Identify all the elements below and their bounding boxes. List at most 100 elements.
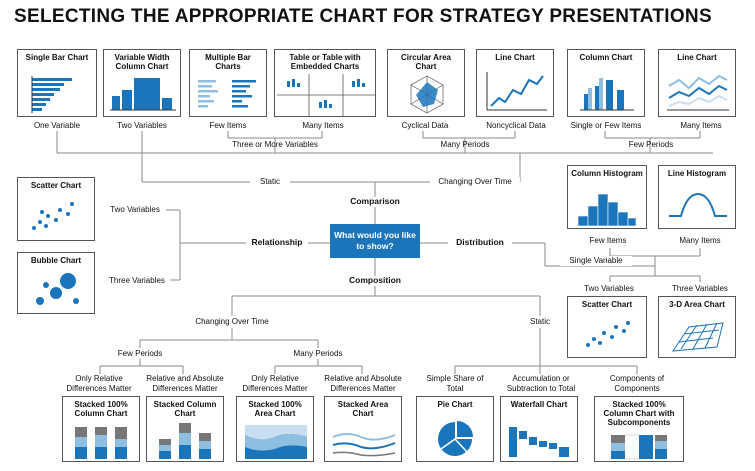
stacked-100-area-chart-title: Stacked 100% Area Chart bbox=[248, 400, 302, 418]
column-chart-icon bbox=[580, 78, 634, 111]
table-chart-icon bbox=[277, 74, 375, 116]
single-bar-chart-title: Single Bar Chart bbox=[25, 53, 89, 62]
label-single-or-few-items: Single or Few Items bbox=[570, 121, 642, 130]
stacked-column-chart-icon bbox=[159, 423, 211, 459]
bubble-chart-box: Bubble Chart bbox=[17, 252, 95, 314]
single-bar-chart-icon bbox=[31, 76, 72, 113]
label-single-variable: Single Variable bbox=[560, 256, 632, 266]
line-chart-2-box: Line Chart bbox=[658, 49, 736, 117]
waterfall-chart-title: Waterfall Chart bbox=[510, 400, 568, 409]
pie-chart-icon bbox=[438, 421, 473, 456]
label-relative-absolute-2: Relative and Absolute Differences Matter bbox=[324, 374, 402, 393]
label-dist-few-items: Few Items bbox=[589, 236, 627, 245]
stacked-area-chart-icon bbox=[332, 433, 396, 457]
label-few-periods: Few Periods bbox=[628, 140, 674, 149]
line-chart-2-icon bbox=[667, 74, 729, 111]
label-many-items-2: Many Items bbox=[680, 121, 722, 130]
label-comp-many-periods: Many Periods bbox=[280, 349, 356, 359]
label-noncyclical-data: Noncyclical Data bbox=[486, 121, 546, 130]
variable-width-column-chart-title: Variable Width Column Chart bbox=[114, 53, 170, 71]
label-one-variable: One Variable bbox=[33, 121, 81, 130]
label-changing-over-time: Changing Over Time bbox=[430, 177, 520, 187]
line-histogram-title: Line Histogram bbox=[667, 169, 727, 178]
multiple-bar-charts-title: Multiple Bar Charts bbox=[205, 53, 251, 71]
label-many-items: Many Items bbox=[302, 121, 344, 130]
stacked-100-area-chart-icon bbox=[245, 425, 307, 459]
stacked-column-chart-box: Stacked Column Chart bbox=[146, 396, 224, 462]
scatter-chart-2-box: Scatter Chart bbox=[567, 296, 647, 358]
scatter-chart-2-icon bbox=[586, 321, 630, 347]
label-dist-two-variables: Two Variables bbox=[584, 284, 634, 293]
label-comp-static: Static bbox=[520, 317, 560, 327]
label-dist-many-items: Many Items bbox=[679, 236, 721, 245]
column-chart-title: Column Chart bbox=[579, 53, 633, 62]
stacked-100-column-with-subcomponents-box: Stacked 100% Column Chart with Subcompon… bbox=[594, 396, 684, 462]
area-3d-chart-icon bbox=[672, 322, 724, 352]
label-simple-share: Simple Share of Total bbox=[426, 374, 484, 393]
stacked-100-column-with-subcomponents-icon bbox=[611, 434, 667, 460]
scatter-chart-1-box: Scatter Chart bbox=[17, 177, 95, 241]
column-chart-box: Column Chart bbox=[567, 49, 645, 117]
pie-chart-box: Pie Chart bbox=[416, 396, 494, 462]
category-composition: Composition bbox=[340, 275, 410, 286]
variable-width-column-chart-box: Variable Width Column Chart bbox=[103, 49, 181, 117]
table-chart-box: Table or Table with Embedded Charts bbox=[274, 49, 376, 117]
stacked-area-chart-box: Stacked Area Chart bbox=[324, 396, 402, 462]
waterfall-chart-box: Waterfall Chart bbox=[500, 396, 578, 462]
table-chart-title: Table or Table with Embedded Charts bbox=[289, 53, 361, 71]
circular-area-chart-icon bbox=[410, 75, 444, 114]
stacked-area-chart-title: Stacked Area Chart bbox=[337, 400, 389, 418]
label-relative-absolute-1: Relative and Absolute Differences Matter bbox=[146, 374, 224, 393]
circular-area-chart-title: Circular Area Chart bbox=[401, 53, 451, 71]
label-three-or-more-variables: Three or More Variables bbox=[232, 140, 318, 149]
pie-chart-title: Pie Chart bbox=[437, 400, 473, 409]
label-only-relative-1: Only Relative Differences Matter bbox=[66, 374, 132, 393]
category-comparison: Comparison bbox=[340, 196, 410, 207]
single-bar-chart-box: Single Bar Chart bbox=[17, 49, 97, 117]
circular-area-chart-box: Circular Area Chart bbox=[387, 49, 465, 117]
column-histogram-box: Column Histogram bbox=[567, 165, 647, 229]
label-two-variables: Two Variables bbox=[117, 121, 167, 130]
area-3d-chart-box: 3-D Area Chart bbox=[658, 296, 736, 358]
label-few-items: Few Items bbox=[209, 121, 247, 130]
label-accumulation: Accumulation or Subtraction to Total bbox=[506, 374, 576, 393]
label-only-relative-2: Only Relative Differences Matter bbox=[242, 374, 308, 393]
stacked-100-column-chart-title: Stacked 100% Column Chart bbox=[74, 400, 128, 418]
stacked-100-column-chart-icon bbox=[75, 427, 127, 459]
scatter-chart-2-title: Scatter Chart bbox=[581, 300, 633, 309]
column-histogram-icon bbox=[577, 193, 637, 227]
variable-width-column-chart-icon bbox=[110, 78, 176, 111]
line-chart-1-title: Line Chart bbox=[495, 53, 535, 62]
area-3d-chart-title: 3-D Area Chart bbox=[669, 300, 725, 309]
waterfall-chart-icon bbox=[509, 427, 569, 457]
label-cyclical-data: Cyclical Data bbox=[401, 121, 449, 130]
label-rel-two-variables: Two Variables bbox=[104, 205, 166, 215]
scatter-chart-1-icon bbox=[32, 202, 74, 230]
label-dist-three-variables: Three Variables bbox=[672, 284, 728, 293]
stacked-100-column-with-subcomponents-title: Stacked 100% Column Chart with Subcompon… bbox=[603, 400, 675, 427]
label-rel-three-variables: Three Variables bbox=[104, 276, 170, 286]
category-relationship: Relationship bbox=[246, 237, 308, 248]
column-histogram-title: Column Histogram bbox=[571, 169, 643, 178]
line-chart-2-title: Line Chart bbox=[677, 53, 717, 62]
bubble-chart-title: Bubble Chart bbox=[30, 256, 82, 265]
label-components: Components of Components bbox=[609, 374, 665, 393]
category-distribution: Distribution bbox=[448, 237, 512, 248]
label-static: Static bbox=[250, 177, 290, 187]
stacked-100-column-chart-box: Stacked 100% Column Chart bbox=[62, 396, 140, 462]
stacked-100-area-chart-box: Stacked 100% Area Chart bbox=[236, 396, 314, 462]
line-histogram-box: Line Histogram bbox=[658, 165, 736, 229]
label-many-periods: Many Periods bbox=[440, 140, 490, 149]
scatter-chart-1-title: Scatter Chart bbox=[30, 181, 82, 190]
bubble-chart-icon bbox=[36, 273, 79, 305]
stacked-column-chart-title: Stacked Column Chart bbox=[153, 400, 217, 418]
center-question: What would you like to show? bbox=[330, 224, 420, 258]
multiple-bar-charts-box: Multiple Bar Charts bbox=[189, 49, 267, 117]
multiple-bar-charts-icon bbox=[198, 80, 256, 108]
line-chart-1-icon bbox=[486, 72, 547, 111]
label-comp-changing-over-time: Changing Over Time bbox=[182, 317, 282, 327]
label-comp-few-periods: Few Periods bbox=[106, 349, 174, 359]
line-histogram-icon bbox=[669, 192, 727, 217]
page-title: SELECTING THE APPROPRIATE CHART FOR STRA… bbox=[14, 6, 712, 27]
line-chart-1-box: Line Chart bbox=[476, 49, 554, 117]
